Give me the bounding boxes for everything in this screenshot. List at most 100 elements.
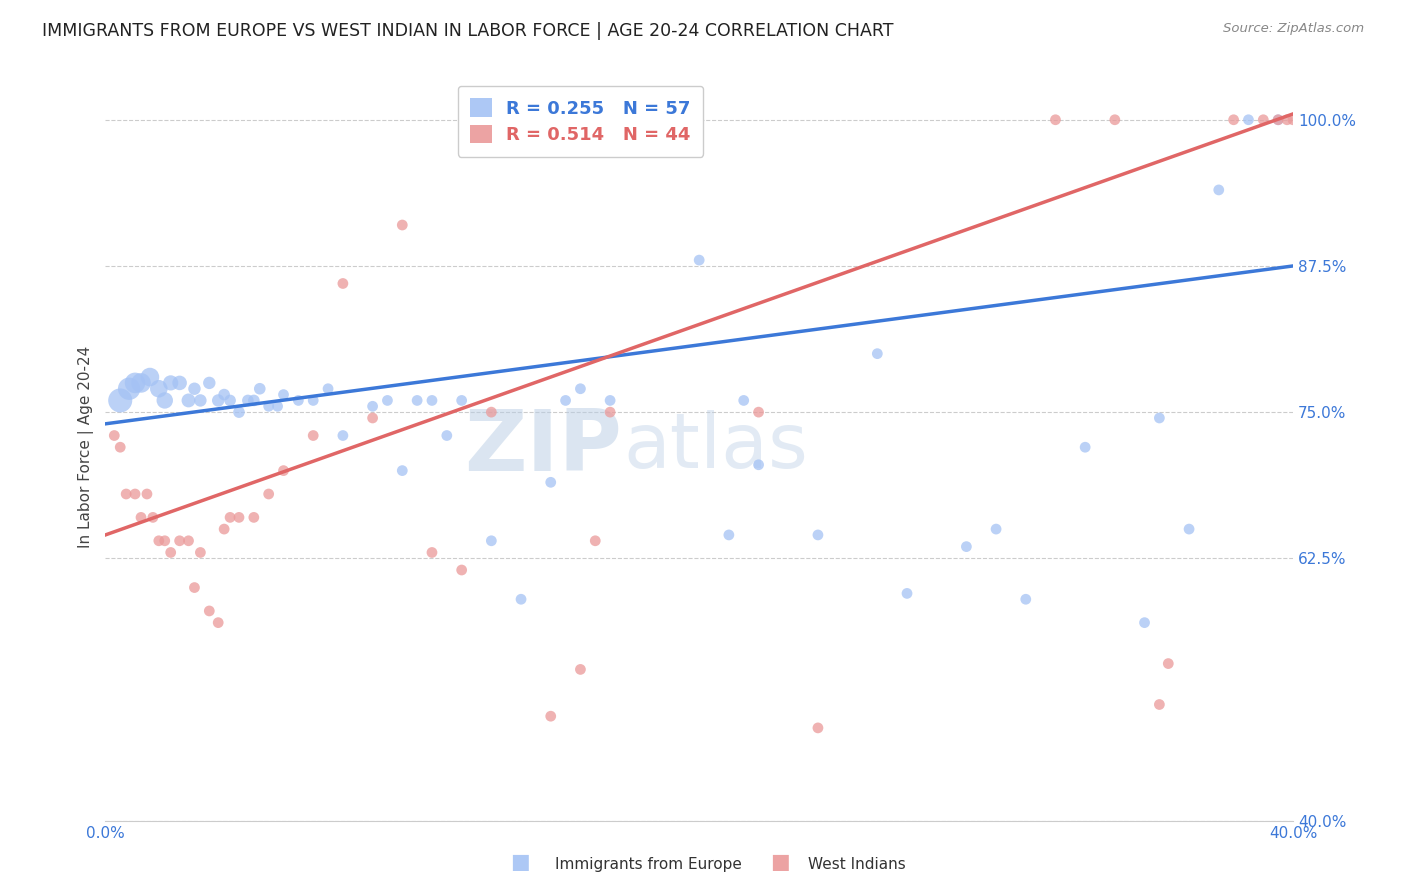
Point (807, 721, 830, 735)
Point (207, 615, 229, 630)
Point (190, 393, 212, 408)
Y-axis label: In Labor Force | Age 20-24: In Labor Force | Age 20-24 (79, 346, 94, 549)
Point (1104, 112, 1126, 127)
Point (302, 393, 325, 408)
Point (190, 545, 212, 559)
Point (569, 662, 592, 676)
Point (391, 218, 413, 232)
Text: ■: ■ (770, 853, 790, 872)
Point (866, 346, 889, 360)
Point (183, 382, 205, 396)
Point (129, 510, 152, 524)
Point (110, 440, 132, 454)
Point (599, 393, 621, 408)
Point (1149, 411, 1171, 425)
Point (136, 487, 159, 501)
Point (450, 393, 472, 408)
Point (183, 581, 205, 595)
Point (450, 563, 472, 577)
Point (139, 370, 162, 384)
Point (377, 393, 399, 408)
Point (717, 528, 740, 542)
Point (1157, 657, 1180, 671)
Point (896, 586, 918, 600)
Point (243, 510, 266, 524)
Point (436, 428, 458, 442)
Point (257, 399, 280, 413)
Point (169, 533, 191, 548)
Point (207, 393, 229, 408)
Text: ■: ■ (510, 853, 530, 872)
Point (807, 528, 830, 542)
Point (1267, 112, 1289, 127)
Point (257, 487, 280, 501)
Text: Source: ZipAtlas.com: Source: ZipAtlas.com (1223, 22, 1364, 36)
Point (332, 277, 354, 291)
Point (332, 428, 354, 442)
Point (540, 709, 562, 723)
Point (236, 393, 259, 408)
Point (129, 376, 152, 390)
Point (361, 411, 384, 425)
Point (124, 376, 146, 390)
Point (153, 393, 176, 408)
Point (124, 487, 146, 501)
Point (228, 405, 250, 419)
Point (198, 376, 221, 390)
Point (148, 382, 170, 396)
Text: IMMIGRANTS FROM EUROPE VS WEST INDIAN IN LABOR FORCE | AGE 20-24 CORRELATION CHA: IMMIGRANTS FROM EUROPE VS WEST INDIAN IN… (42, 22, 894, 40)
Point (391, 464, 413, 478)
Text: West Indians: West Indians (808, 857, 907, 872)
Point (1178, 522, 1201, 536)
Point (361, 399, 384, 413)
Point (273, 464, 295, 478)
Point (1282, 112, 1305, 127)
Point (212, 387, 235, 401)
Point (177, 533, 200, 548)
Point (302, 428, 325, 442)
Point (420, 545, 443, 559)
Point (984, 522, 1007, 536)
Point (479, 533, 502, 548)
Point (955, 540, 977, 554)
Point (219, 393, 242, 408)
Point (406, 393, 429, 408)
Point (1253, 112, 1275, 127)
Point (169, 376, 191, 390)
Point (110, 393, 132, 408)
Point (316, 382, 339, 396)
Point (510, 592, 533, 607)
Point (1149, 698, 1171, 712)
Point (212, 522, 235, 536)
Point (159, 376, 181, 390)
Point (153, 533, 176, 548)
Text: atlas: atlas (623, 410, 808, 484)
Text: Immigrants from Europe: Immigrants from Europe (555, 857, 742, 872)
Point (748, 405, 770, 419)
Point (1275, 112, 1298, 127)
Point (1208, 183, 1230, 197)
Point (599, 405, 621, 419)
Point (1222, 112, 1244, 127)
Point (479, 405, 502, 419)
Point (1074, 440, 1097, 454)
Point (1015, 592, 1038, 607)
Point (1133, 615, 1156, 630)
Point (266, 399, 288, 413)
Point (177, 393, 200, 408)
Point (287, 393, 309, 408)
Point (115, 487, 138, 501)
Point (748, 458, 770, 472)
Point (148, 533, 170, 548)
Point (1267, 112, 1289, 127)
Point (583, 533, 606, 548)
Point (118, 382, 141, 396)
Point (243, 393, 266, 408)
Point (688, 253, 710, 268)
Point (420, 393, 443, 408)
Point (249, 382, 271, 396)
Point (554, 393, 576, 408)
Point (1045, 112, 1067, 127)
Point (103, 428, 125, 442)
Point (1237, 112, 1260, 127)
